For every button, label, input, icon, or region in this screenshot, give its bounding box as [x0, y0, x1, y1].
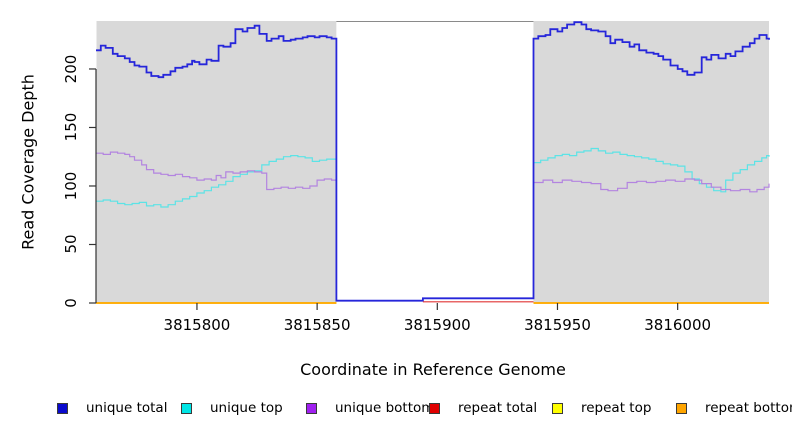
legend-label: unique total	[86, 400, 168, 416]
legend-item-repeat-bottom: repeat bottom	[676, 398, 792, 418]
legend-item-repeat-top: repeat top	[552, 398, 651, 418]
x-tick-label: 3815950	[524, 316, 591, 334]
legend-swatch-icon	[676, 402, 687, 414]
legend-label: unique bottom	[335, 400, 435, 416]
series-unique-bottom-line	[96, 151, 337, 191]
legend-label: repeat top	[581, 400, 652, 416]
y-tick-label: 150	[62, 113, 80, 142]
legend: unique total unique top unique bottom repea…	[0, 398, 792, 420]
legend-label: repeat total	[458, 400, 538, 416]
legend-label: unique top	[210, 400, 283, 416]
legend-item-repeat-total: repeat total	[429, 398, 537, 418]
legend-label: repeat bottom	[705, 400, 792, 416]
x-tick-label: 3815900	[403, 316, 471, 334]
y-tick-label: 0	[62, 298, 80, 308]
legend-swatch-icon	[181, 402, 192, 414]
x-tick-label: 3816000	[644, 316, 712, 334]
series-unique-total-line	[96, 21, 770, 302]
series-unique-top-line	[96, 155, 337, 208]
legend-swatch-icon	[57, 402, 68, 414]
legend-swatch-icon	[429, 402, 440, 414]
y-tick-label: 200	[62, 54, 80, 84]
y-tick-label: 100	[62, 171, 80, 201]
y-axis-title: Read Coverage Depth	[18, 74, 38, 250]
series-unique-top-line	[533, 147, 770, 193]
legend-item-unique-top: unique top	[181, 398, 283, 418]
y-tick-label: 50	[62, 234, 80, 255]
series-unique-bottom-line	[533, 178, 770, 193]
legend-swatch-icon	[306, 402, 317, 414]
x-axis-title: Coordinate in Reference Genome	[300, 360, 566, 379]
x-tick-label: 3815850	[283, 316, 351, 334]
x-tick-label: 3815800	[163, 316, 231, 334]
legend-item-unique-total: unique total	[57, 398, 167, 418]
legend-item-unique-bottom: unique bottom	[306, 398, 434, 418]
legend-swatch-icon	[552, 402, 563, 414]
no-data-region	[336, 21, 534, 303]
